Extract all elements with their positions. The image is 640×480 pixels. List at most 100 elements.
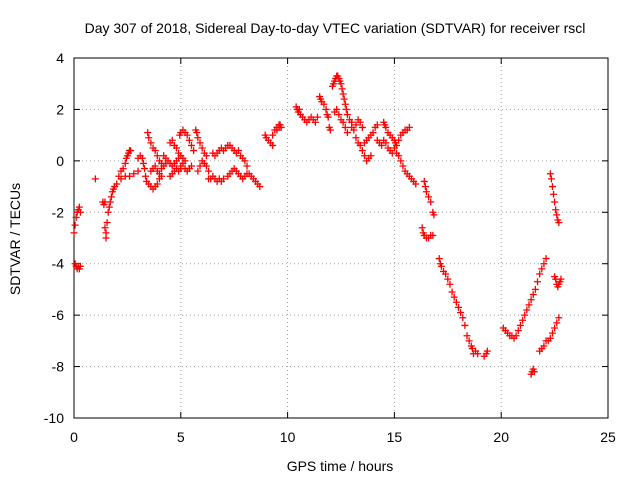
data-point [147,139,155,147]
data-point [71,221,79,229]
data-point [324,113,332,121]
data-point [540,260,548,268]
data-point [551,324,559,332]
data-point [117,175,125,183]
data-point [395,136,403,144]
x-tick-label: 15 [387,429,403,445]
data-point [194,134,202,142]
data-point [442,270,450,278]
data-point [243,162,251,170]
data-point [70,229,78,237]
data-point [557,275,565,283]
data-point [421,183,429,191]
data-point [142,172,150,180]
y-tick-label: 4 [56,50,64,66]
data-point [202,152,210,160]
data-point [198,144,206,152]
data-point [196,139,204,147]
data-point [194,167,202,175]
data-point [202,162,210,170]
data-point [529,291,537,299]
data-point [138,154,146,162]
axes: 0 5 10 15 20 25 -10 -8 -6 -4 -2 0 2 4 [44,50,616,445]
data-point [358,147,366,155]
data-point [540,342,548,350]
data-point [512,332,520,340]
y-tick-label: -4 [52,256,65,272]
data-point [358,123,366,131]
data-point [185,136,193,144]
data-point [106,198,114,206]
data-point [553,319,561,327]
data-point [378,141,386,149]
data-point [444,275,452,283]
data-point [179,159,187,167]
data-point [102,234,110,242]
grid-lines [74,58,608,418]
data-point [335,111,343,119]
data-point [457,309,465,317]
data-point [399,162,407,170]
data-point [193,129,201,137]
data-point [140,165,148,173]
data-point [547,175,555,183]
data-point [107,193,115,201]
data-point [338,85,346,93]
data-point [550,190,558,198]
y-tick-label: -10 [44,410,64,426]
data-point [461,321,469,329]
data-point [531,285,539,293]
data-point [465,337,473,345]
data-point [76,262,84,270]
data-point [552,206,560,214]
data-point [350,126,358,134]
data-point [516,321,524,329]
data-point [105,203,113,211]
data-point [446,280,454,288]
data-point [151,147,159,155]
data-point [72,213,80,221]
data-point [412,180,420,188]
y-tick-label: 2 [56,101,64,117]
data-point [121,159,129,167]
data-point [450,293,458,301]
data-point [190,147,198,155]
data-point [234,147,242,155]
data-point [551,198,559,206]
data-point [519,316,527,324]
data-point [322,105,330,113]
data-point [103,219,111,227]
data-point [337,80,345,88]
data-point [187,141,195,149]
data-point [555,314,563,322]
data-point [463,332,471,340]
data-point [75,203,83,211]
data-point [314,113,322,121]
data-point [104,208,112,216]
data-point [534,278,542,286]
data-point [342,105,350,113]
data-point [553,211,561,219]
data-point [527,296,535,304]
data-point [145,134,153,142]
data-point [276,121,284,129]
data-point [269,141,277,149]
data-point [256,183,264,191]
data-point [339,118,347,126]
data-point [341,100,349,108]
data-points [70,72,565,378]
data-point [196,162,204,170]
data-point [187,162,195,170]
data-point [452,298,460,306]
data-point [373,121,381,129]
y-axis-label: SDTVAR / TECUs [7,183,23,295]
data-point [369,129,377,137]
data-point [360,152,368,160]
data-point [418,224,426,232]
data-point [139,159,147,167]
data-point [311,118,319,126]
data-point [548,183,556,191]
data-point [474,350,482,358]
